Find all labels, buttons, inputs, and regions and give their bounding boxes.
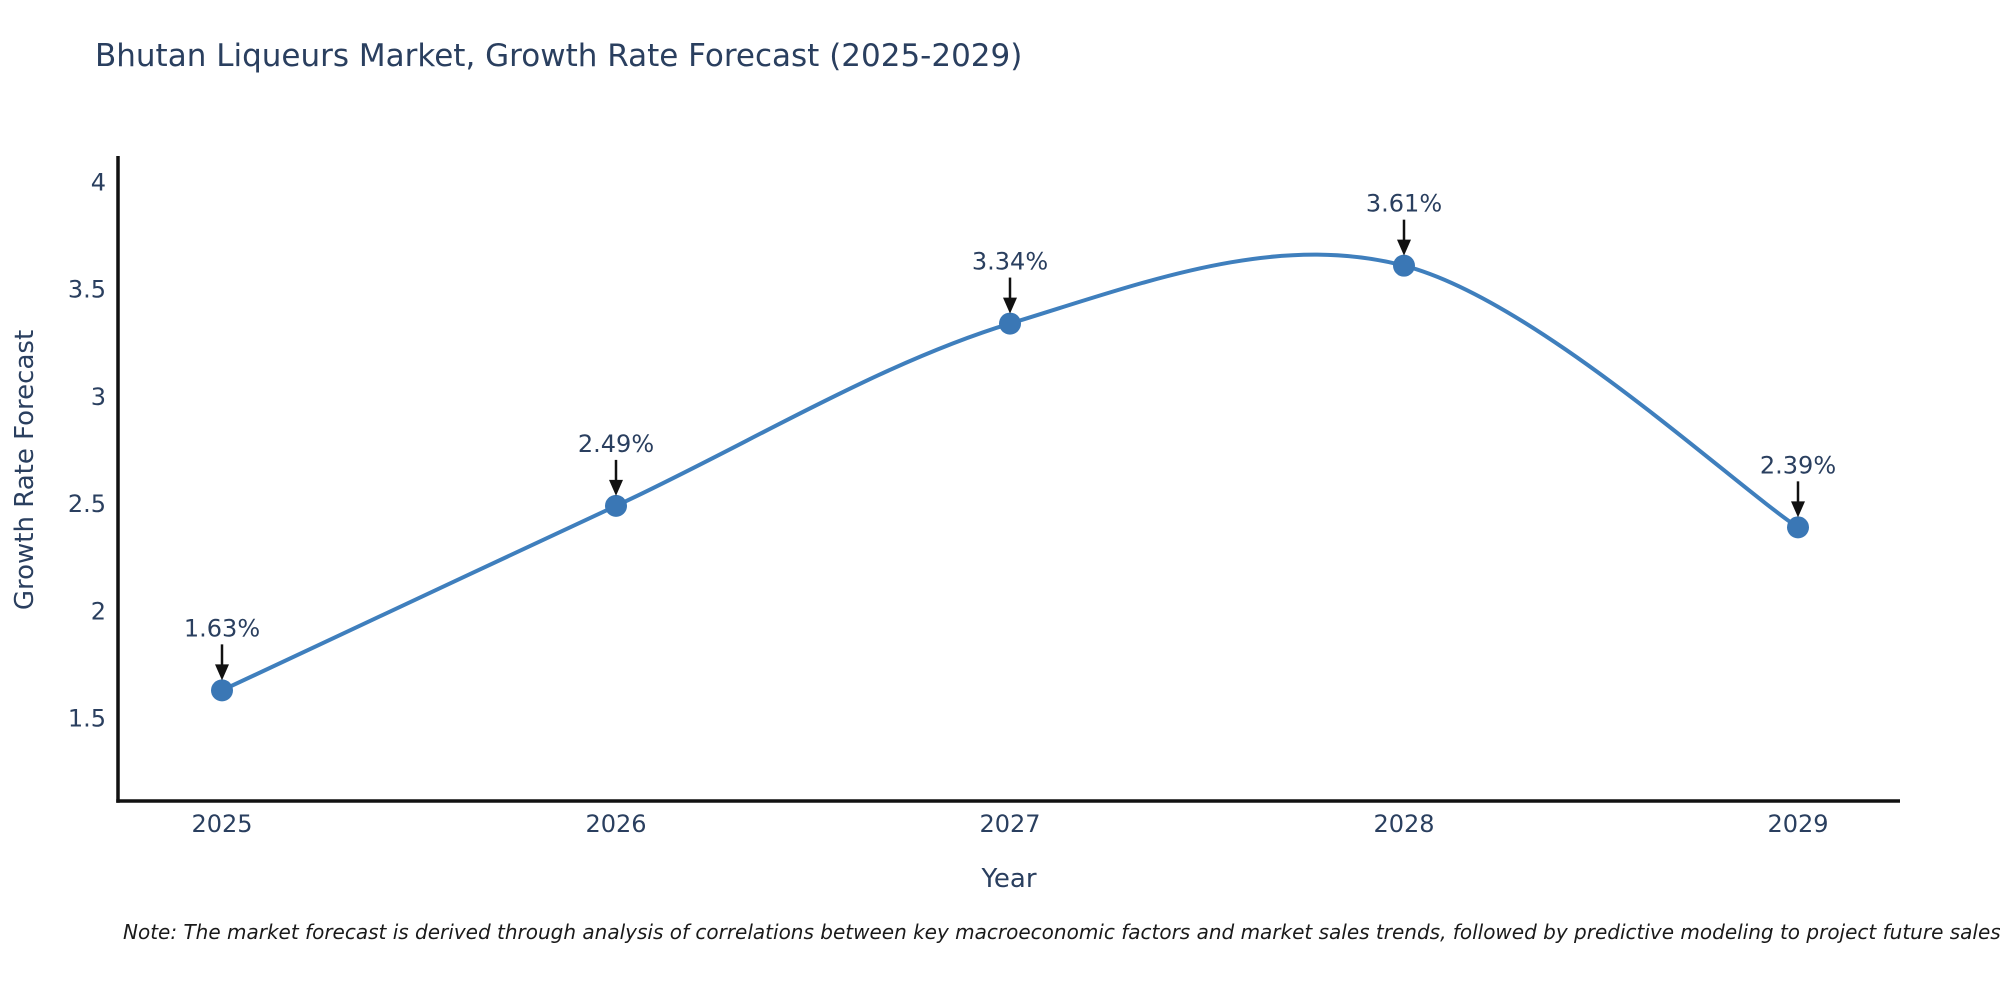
y-tick-label: 3.5 [68,276,106,304]
line-series [211,252,1809,702]
footnote: Note: The market forecast is derived thr… [123,920,2000,944]
data-point-marker[interactable] [211,679,233,702]
annotation-label: 1.63% [184,614,260,642]
annotation-arrowhead [1791,501,1805,518]
data-point-marker[interactable] [1787,516,1809,539]
x-tick-label: 2027 [979,810,1040,838]
x-tick-label: 2025 [191,810,252,838]
x-tick-label: 2029 [1767,810,1828,838]
x-tick-label: 2028 [1373,810,1434,838]
annotation-label: 2.39% [1760,451,1836,479]
annotation-label: 3.61% [1366,190,1442,218]
annotation-label: 2.49% [578,430,654,458]
y-tick-label: 4 [91,168,106,196]
y-tick-label: 1.5 [68,705,106,733]
y-tick-label: 2 [91,597,106,625]
chart-title: Bhutan Liqueurs Market, Growth Rate Fore… [95,38,1023,74]
annotation-label: 3.34% [972,248,1048,276]
annotation-layer: 1.63% 2.49% 3.34% 3.61% 2.39% [184,190,1836,681]
x-tick-label: 2026 [585,810,646,838]
data-point-marker[interactable] [605,494,627,517]
annotation-arrowhead [1397,239,1411,256]
x-axis-title: Year [980,864,1036,894]
data-point-marker[interactable] [1393,254,1415,277]
y-axis-title: Growth Rate Forecast [10,330,40,610]
annotation-arrowhead [609,479,623,496]
annotation-arrowhead [1003,297,1017,314]
y-tick-label: 2.5 [68,490,106,518]
data-point-marker[interactable] [999,312,1021,335]
annotation-arrowhead [215,664,229,681]
y-tick-label: 3 [91,383,106,411]
axes-layer: 1.5 2 2.5 3 3.5 4 2025 2026 2027 2028 2029 [68,156,1900,838]
